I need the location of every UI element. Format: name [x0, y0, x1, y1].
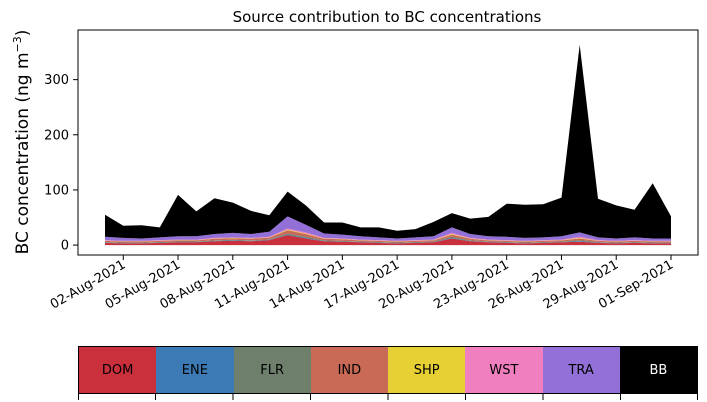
- y-axis-label-sup: −3: [11, 36, 24, 52]
- legend-swatch-shp: SHP: [388, 347, 466, 393]
- legend-swatch-bb: BB: [619, 347, 697, 393]
- y-axis-label: BC concentration (ng m−3): [11, 30, 33, 255]
- y-tick-label: 0: [61, 239, 69, 254]
- source-legend-bar: DOM ENE FLR IND SHP WST TRA BB: [78, 346, 698, 394]
- area-flr: [105, 233, 671, 244]
- area-wst: [105, 228, 671, 242]
- area-shp: [105, 229, 671, 242]
- area-ind: [105, 230, 671, 243]
- legend-swatch-dom: DOM: [79, 347, 157, 393]
- y-tick-label: 300: [44, 73, 69, 88]
- legend-swatch-flr: FLR: [233, 347, 311, 393]
- y-tick-label: 100: [44, 183, 69, 198]
- area-tra: [105, 216, 671, 241]
- chart-title: Source contribution to BC concentrations: [233, 8, 542, 26]
- area-layers: [105, 44, 671, 246]
- y-tick-label: 200: [44, 128, 69, 143]
- legend-swatch-tra: TRA: [542, 347, 620, 393]
- legend-swatch-wst: WST: [465, 347, 543, 393]
- y-axis-label-end: ): [13, 30, 33, 37]
- x-axis-ticks: 02-Aug-202105-Aug-202108-Aug-202111-Aug-…: [48, 255, 676, 313]
- area-dom: [105, 235, 671, 246]
- legend-swatch-ene: ENE: [156, 347, 234, 393]
- y-axis-label-main: BC concentration (ng m: [13, 52, 33, 254]
- legend-ticks: [78, 394, 698, 400]
- plot-frame: [77, 29, 699, 256]
- area-bb: [105, 44, 671, 239]
- y-axis-ticks: 0 100 200 300: [44, 73, 78, 254]
- legend-swatch-ind: IND: [310, 347, 388, 393]
